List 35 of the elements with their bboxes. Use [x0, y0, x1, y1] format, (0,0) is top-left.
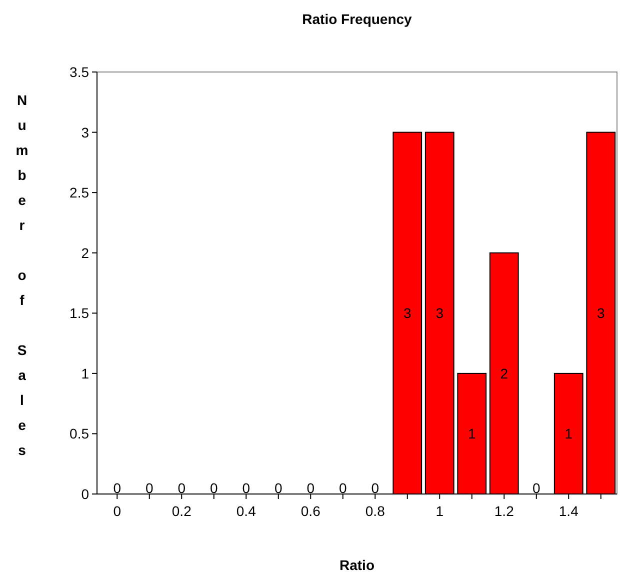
x-axis-title: Ratio — [340, 557, 374, 573]
data-label: 0 — [210, 480, 218, 496]
y-tick-label: 0.5 — [70, 426, 90, 442]
data-label: 0 — [338, 480, 347, 496]
y-tick-label: 1.5 — [70, 305, 90, 322]
y-tick-label: 0 — [81, 486, 90, 502]
x-tick-label: 0.8 — [365, 503, 386, 519]
data-label: 2 — [500, 365, 508, 382]
data-label: 3 — [596, 305, 605, 322]
data-label: 0 — [306, 480, 315, 496]
data-label: 3 — [403, 305, 412, 322]
x-tick-label: 0 — [113, 503, 122, 519]
x-tick-label: 0.4 — [236, 503, 256, 519]
x-tick-label: 0.2 — [172, 503, 192, 519]
y-axis-title: Number of Sales — [14, 92, 30, 467]
y-tick-label: 3 — [81, 124, 90, 140]
data-label: 0 — [274, 480, 282, 496]
y-tick-label: 1 — [81, 365, 90, 382]
data-label: 0 — [242, 480, 250, 496]
data-label: 1 — [564, 426, 573, 442]
data-label: 1 — [468, 426, 476, 442]
data-label: 0 — [145, 480, 154, 496]
y-tick-label: 2 — [81, 244, 90, 261]
data-label: 0 — [532, 480, 540, 496]
x-tick-label: 1.4 — [558, 503, 579, 519]
data-label: 0 — [178, 480, 186, 496]
x-tick-label: 0.6 — [300, 503, 321, 519]
y-tick-label: 3.5 — [70, 64, 90, 80]
y-tick-label: 2.5 — [70, 184, 90, 201]
data-label: 0 — [371, 480, 380, 496]
data-label: 3 — [436, 305, 444, 322]
x-tick-label: 1.2 — [494, 503, 514, 519]
chart-title: Ratio Frequency — [302, 11, 412, 27]
data-label: 0 — [113, 480, 122, 496]
x-tick-label: 1 — [436, 503, 444, 519]
